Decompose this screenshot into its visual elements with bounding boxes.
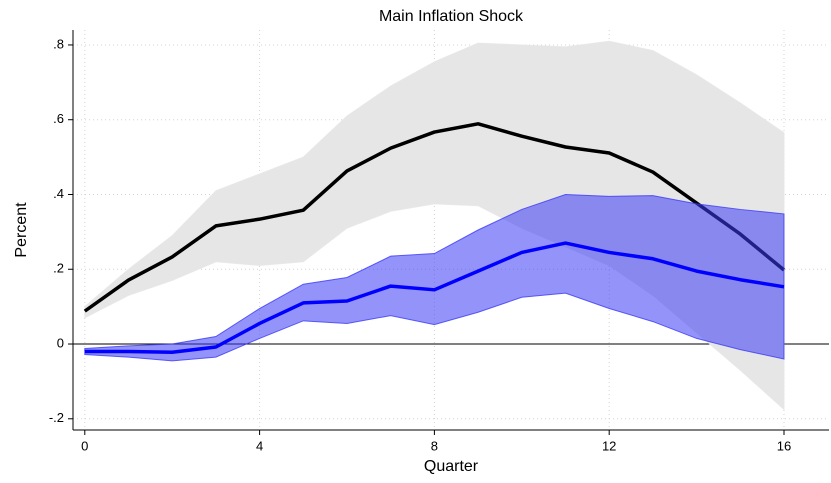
y-tick-label: .4: [53, 186, 64, 201]
confidence-band: [84, 40, 785, 411]
x-tick-label: 4: [256, 438, 263, 453]
line: [83, 122, 786, 313]
y-tick-label: .6: [53, 111, 64, 126]
y-axis-label: Percent: [13, 202, 30, 258]
y-tick-label: -.2: [49, 410, 64, 425]
x-tick-label: 8: [431, 438, 438, 453]
x-tick-label: 12: [602, 438, 616, 453]
x-tick-label: 16: [777, 438, 791, 453]
y-tick-label: .8: [53, 36, 64, 51]
chart-title: Main Inflation Shock: [379, 8, 524, 25]
confidence-band: [84, 193, 785, 362]
x-axis-label: Quarter: [424, 458, 479, 475]
y-tick-label: .2: [53, 261, 64, 276]
line: [84, 241, 785, 354]
x-tick-label: 0: [81, 438, 88, 453]
y-tick-label: 0: [57, 335, 64, 350]
